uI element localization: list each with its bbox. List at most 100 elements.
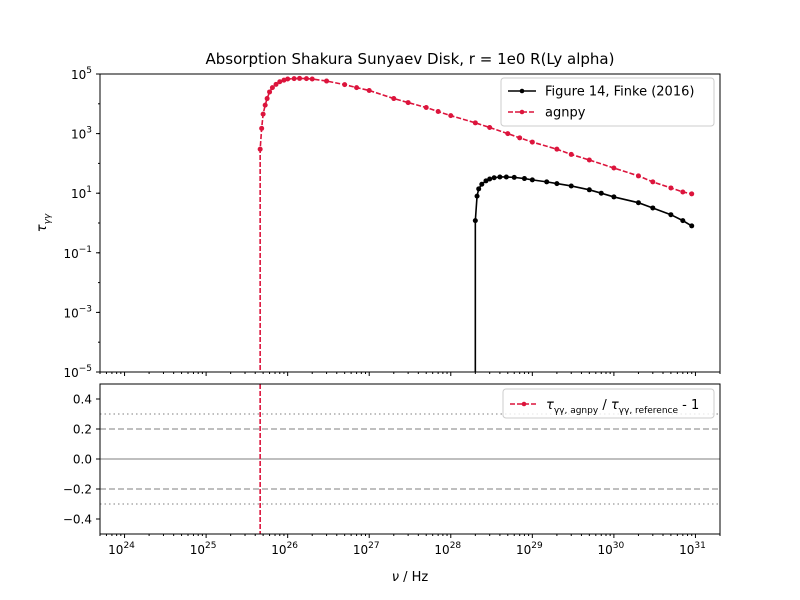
finke-point <box>529 177 535 183</box>
bottom-legend: τγγ, agnpy / τγγ, reference - 1 <box>502 388 715 419</box>
y-tick-label: 0.4 <box>73 393 92 407</box>
y-tick-label: 10−3 <box>63 304 92 320</box>
x-tick-label: 1031 <box>679 541 706 557</box>
agnpy-point <box>257 146 263 152</box>
finke-point <box>474 193 480 199</box>
agnpy-point <box>650 179 656 185</box>
agnpy-point <box>423 105 429 111</box>
finke-point <box>476 186 482 192</box>
finke-point <box>611 194 617 200</box>
bottom-plot-panel: 0.40.20.0−0.2−0.4 1024 1025 1026 1027 1028 10… <box>63 383 721 585</box>
finke-point <box>650 205 656 211</box>
agnpy-point <box>668 185 674 191</box>
y-tick-label: −0.2 <box>63 483 92 497</box>
top-legend: Figure 14, Finke (2016) agnpy <box>500 77 715 127</box>
agnpy-point <box>611 165 617 171</box>
agnpy-point <box>269 85 275 91</box>
y-tick-label: 10−5 <box>63 364 92 380</box>
finke-point <box>689 223 695 229</box>
agnpy-point <box>689 191 695 197</box>
agnpy-point <box>260 111 266 117</box>
finke-point <box>491 175 497 181</box>
y-tick-label: 105 <box>71 66 92 82</box>
finke-point <box>479 181 485 187</box>
legend-marker-ratio <box>521 401 527 407</box>
y-tick-label: 103 <box>71 126 92 142</box>
agnpy-point <box>297 75 303 81</box>
agnpy-point <box>472 120 478 126</box>
agnpy-point <box>291 76 297 82</box>
y-axis-label: τγγ <box>35 213 53 232</box>
agnpy-point <box>354 85 360 91</box>
finke-point <box>554 181 560 187</box>
x-tick-label: 1028 <box>434 541 461 557</box>
x-tick-label: 1026 <box>271 541 298 557</box>
y-tick-label: 101 <box>71 185 92 201</box>
legend-label-ratio: τγγ, agnpy / τγγ, reference - 1 <box>546 398 699 416</box>
agnpy-point <box>264 96 270 102</box>
agnpy-point <box>405 100 411 106</box>
agnpy-point <box>680 189 686 195</box>
finke-point <box>568 183 574 189</box>
bottom-legend-box <box>502 388 715 419</box>
agnpy-point <box>324 78 330 84</box>
agnpy-point <box>309 76 315 82</box>
y-tick-label: 0.0 <box>73 453 92 467</box>
agnpy-point <box>303 76 309 82</box>
x-tick-label: 1030 <box>598 541 625 557</box>
finke-point <box>487 176 493 182</box>
agnpy-point <box>342 82 348 88</box>
chart-title: Absorption Shakura Sunyaev Disk, r = 1e0… <box>206 50 615 68</box>
y-tick-label: −0.4 <box>63 513 92 527</box>
agnpy-point <box>435 109 441 115</box>
finke-point <box>511 174 517 180</box>
finke-point <box>680 218 686 224</box>
finke-point <box>497 174 503 180</box>
x-tick-label: 1029 <box>516 541 543 557</box>
legend-marker-finke <box>519 88 525 94</box>
agnpy-point <box>267 89 273 95</box>
top-y-ticks: 10−5 10−3 10−1 101 103 105 <box>63 66 100 380</box>
agnpy-point <box>285 76 291 82</box>
agnpy-point <box>529 139 535 145</box>
finke-point <box>668 212 674 218</box>
x-tick-label: 1024 <box>108 541 135 557</box>
agnpy-point <box>568 151 574 157</box>
finke-point <box>544 179 550 185</box>
legend-label-agnpy: agnpy <box>545 106 586 121</box>
agnpy-point <box>273 81 279 87</box>
agnpy-point <box>277 79 283 85</box>
x-tick-label: 1025 <box>190 541 217 557</box>
finke-point <box>635 200 641 206</box>
finke-point <box>598 190 604 196</box>
agnpy-point <box>517 135 523 141</box>
reference-lines <box>100 413 720 505</box>
bottom-y-ticks: 0.4 0.2 0.0 −0.2 −0.4 <box>63 393 100 527</box>
agnpy-point <box>262 102 268 108</box>
agnpy-point <box>554 146 560 152</box>
top-legend-box <box>500 77 715 127</box>
y-tick-label: 0.2 <box>73 423 92 437</box>
top-plot-panel: 10−5 10−3 10−1 101 103 105 τγγ Figure 14, Fin… <box>35 66 721 380</box>
finke-point <box>472 218 478 224</box>
top-x-ticks <box>99 372 721 376</box>
agnpy-point <box>635 173 641 179</box>
agnpy-point <box>505 131 511 137</box>
legend-marker-agnpy <box>519 109 525 115</box>
agnpy-point <box>391 96 397 102</box>
finke-point <box>503 174 509 180</box>
agnpy-point <box>259 125 265 131</box>
agnpy-point <box>586 157 592 163</box>
top-series-group <box>257 75 695 372</box>
agnpy-point <box>366 87 372 93</box>
legend-label-finke: Figure 14, Finke (2016) <box>545 85 694 100</box>
agnpy-point <box>448 113 454 119</box>
y-tick-label: 10−1 <box>63 245 92 261</box>
bottom-x-ticks: 1024 1025 1026 1027 1028 1029 1030 1031 <box>99 534 721 557</box>
agnpy-point <box>487 125 493 131</box>
finke-point <box>586 187 592 193</box>
finke-point <box>483 178 489 184</box>
x-axis-label: ν / Hz <box>392 570 429 585</box>
x-tick-label: 1027 <box>353 541 380 557</box>
